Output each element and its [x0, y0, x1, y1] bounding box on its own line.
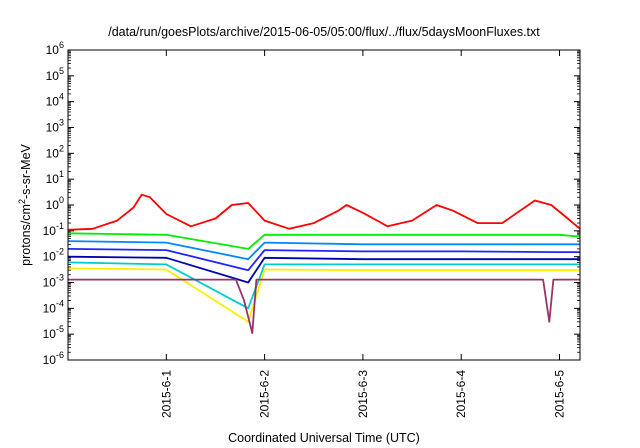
series-line-7 [67, 267, 580, 323]
y-tick-label: 103 [46, 118, 64, 135]
y-axis-label: protons/cm2-s-sr-MeV [17, 143, 33, 265]
series-line-6 [67, 261, 580, 310]
series-line-8 [68, 278, 580, 334]
series-line-3 [67, 240, 580, 261]
y-tick-label: 101 [46, 169, 64, 186]
y-tick-label: 104 [46, 92, 64, 109]
series-line-5 [67, 255, 580, 284]
series-line-4 [67, 248, 580, 272]
x-tick-label: 2015-6-4 [454, 370, 468, 418]
x-tick-label: 2015-6-5 [553, 370, 567, 418]
x-tick-label: 2015-6-2 [258, 370, 272, 418]
series-line-1 [67, 193, 581, 231]
y-tick-label: 105 [46, 66, 64, 83]
chart-title: /data/run/goesPlots/archive/2015-06-05/0… [108, 25, 540, 39]
x-axis-label: Coordinated Universal Time (UTC) [228, 431, 420, 445]
y-tick-label: 10-4 [43, 298, 64, 315]
y-axis-ticks: 10-6 10-5 10-4 10-3 10-2 10-1 100 101 102 103 104 1… [43, 40, 580, 367]
series-line-2 [67, 232, 581, 250]
y-tick-label: 10-2 [43, 247, 64, 264]
y-tick-label: 10-6 [43, 350, 64, 367]
x-tick-label: 2015-6-1 [159, 370, 173, 418]
y-tick-label: 10-1 [43, 221, 64, 238]
y-tick-label: 102 [46, 143, 64, 160]
x-tick-label: 2015-6-3 [356, 370, 370, 418]
y-tick-label: 106 [46, 40, 64, 57]
plot-frame [67, 49, 581, 361]
y-tick-label: 10-3 [43, 273, 64, 290]
series-layer [67, 193, 581, 334]
y-tick-label: 10-5 [43, 324, 64, 341]
y-tick-label: 100 [46, 195, 64, 212]
x-axis-ticks: 2015-6-1 2015-6-2 2015-6-3 2015-6-4 2015-6-5 [159, 50, 567, 418]
